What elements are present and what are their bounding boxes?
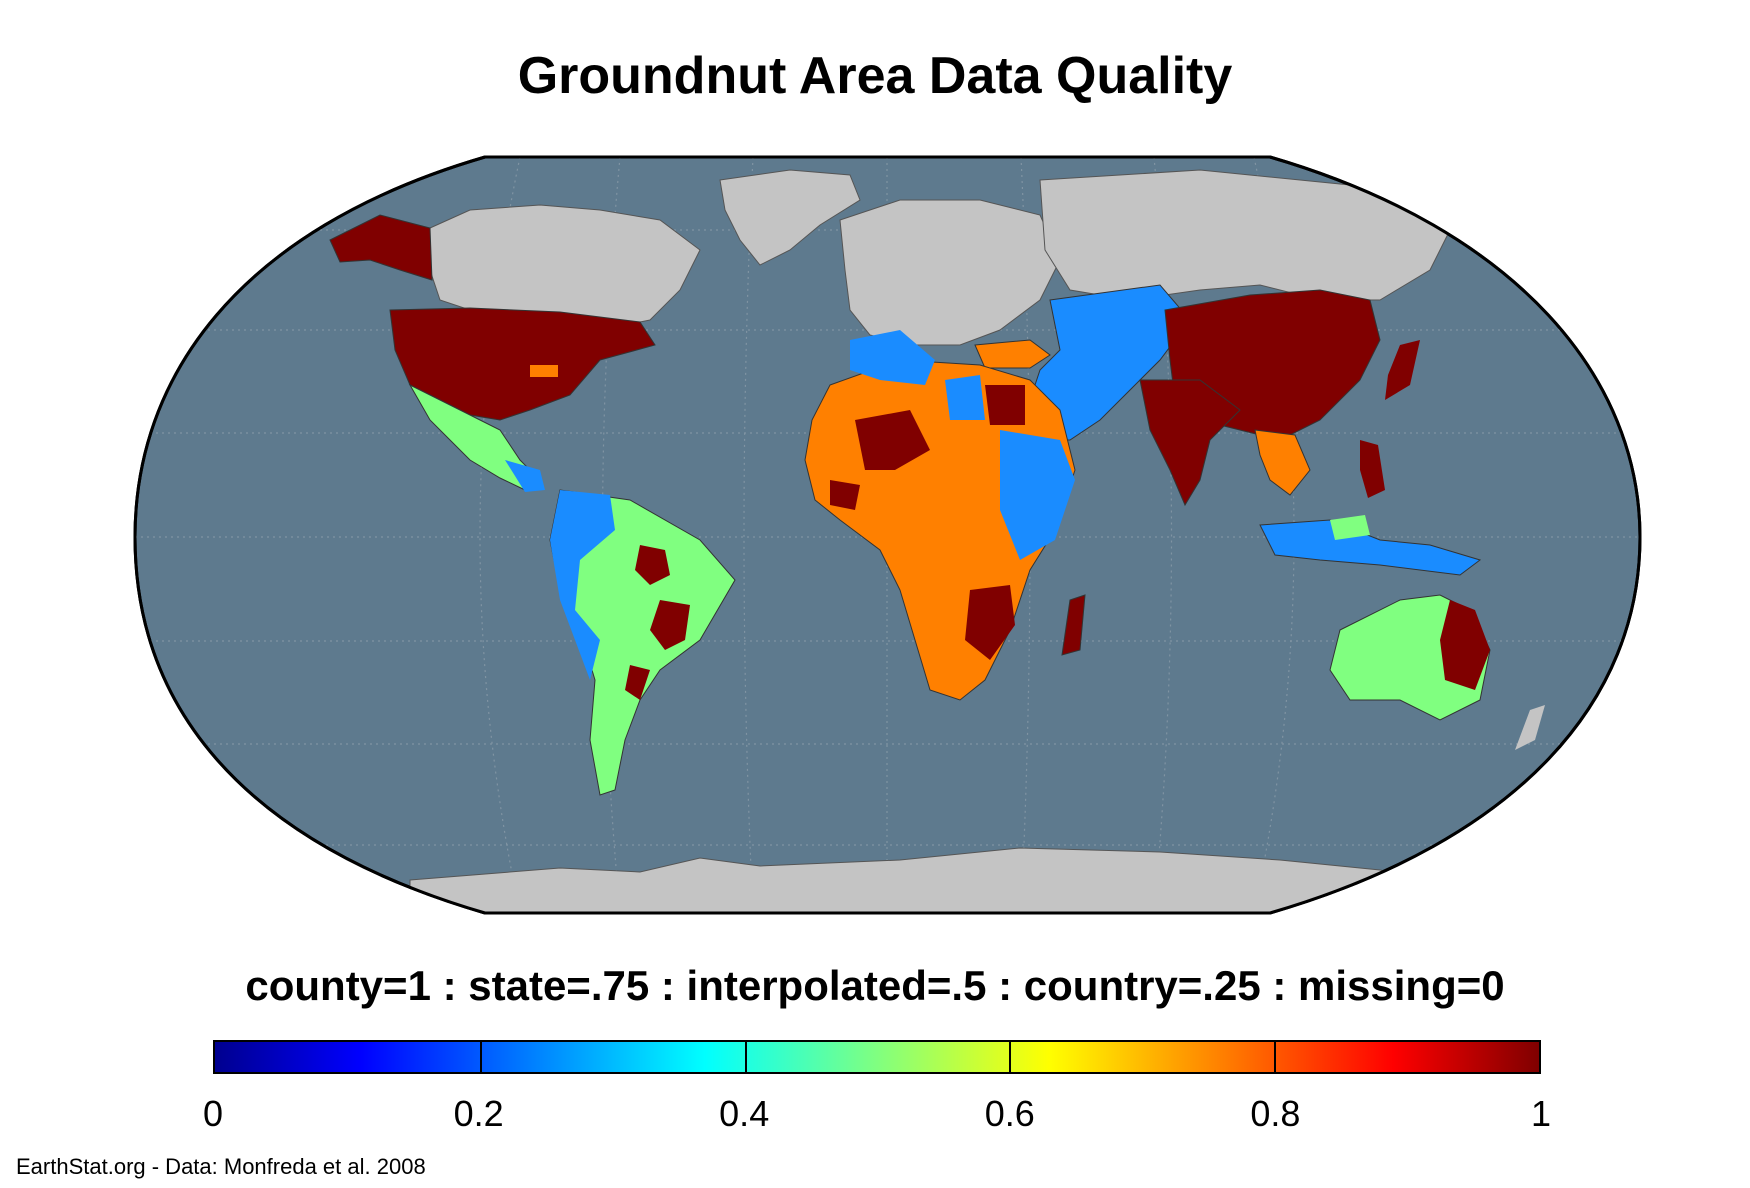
colorbar <box>213 1040 1541 1074</box>
colorbar-tick-label: 1 <box>1530 1093 1552 1134</box>
north-africa-country <box>850 330 985 420</box>
new-zealand <box>1515 705 1545 750</box>
philippines <box>1360 440 1385 498</box>
central-america-blue <box>505 460 545 492</box>
colorbar-tick-label: 0.6 <box>984 1093 1035 1134</box>
east-africa-country <box>1000 430 1075 560</box>
russia <box>1039 169 1451 301</box>
globe-border <box>133 155 1642 915</box>
colorbar-gradient <box>213 1040 1541 1074</box>
colorbar-tick <box>479 1042 482 1072</box>
canada <box>429 204 701 331</box>
colorbar-tick-label: 0.2 <box>453 1093 504 1134</box>
europe <box>839 199 1061 346</box>
madagascar <box>1061 594 1086 656</box>
credit-text: EarthStat.org - Data: Monfreda et al. 20… <box>16 1154 426 1179</box>
colorbar-tick <box>1274 1042 1277 1072</box>
india <box>1139 379 1241 507</box>
colorbar-tick <box>1009 1042 1012 1072</box>
colorbar-tick-label: 0.4 <box>719 1093 770 1134</box>
turkey <box>974 339 1051 369</box>
greenland <box>719 169 861 266</box>
legend-caption: county=1 : state=.75 : interpolated=.5 :… <box>245 962 1505 1009</box>
map-title: Groundnut Area Data Quality <box>517 47 1233 105</box>
alaska <box>329 214 433 281</box>
south-america-country <box>550 490 615 680</box>
australia-county <box>1440 600 1490 690</box>
colorbar-tick-label: 0.8 <box>1250 1093 1301 1134</box>
southern-africa-county <box>965 585 1015 660</box>
egypt <box>985 385 1025 425</box>
colorbar-tick-label: 0 <box>202 1093 224 1134</box>
colorbar-tick <box>744 1042 747 1072</box>
west-africa-county <box>830 410 930 510</box>
brazil-county <box>625 545 690 700</box>
indochina <box>1254 429 1311 496</box>
indonesia-interp <box>1330 515 1370 540</box>
japan <box>1385 340 1420 400</box>
